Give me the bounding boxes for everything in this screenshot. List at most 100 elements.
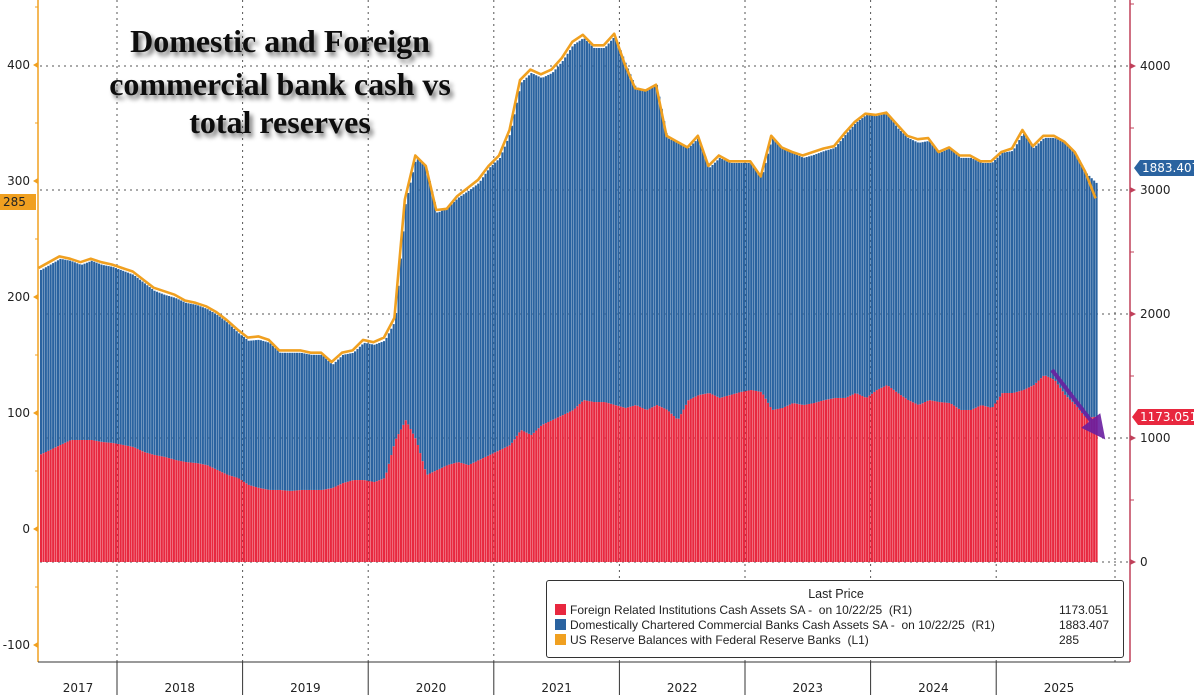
bar-foreign xyxy=(595,402,598,562)
bar-foreign xyxy=(825,399,828,562)
bar-foreign xyxy=(184,462,188,562)
bar-domestic xyxy=(639,89,642,407)
left-axis-tick xyxy=(33,410,38,416)
bar-domestic xyxy=(47,265,50,451)
legend-item-foreign: Foreign Related Institutions Cash Assets… xyxy=(555,602,1117,617)
bar-domestic xyxy=(769,144,772,408)
bar-domestic xyxy=(438,211,441,469)
bar-foreign xyxy=(1059,387,1062,562)
bar-domestic xyxy=(605,46,608,403)
bar-domestic xyxy=(713,162,716,396)
bar-domestic xyxy=(233,328,236,477)
bar-foreign xyxy=(426,474,429,562)
bar-foreign xyxy=(687,400,690,562)
bar-domestic xyxy=(943,150,946,403)
bar-foreign xyxy=(228,475,231,562)
bar-domestic xyxy=(636,88,639,406)
bar-foreign xyxy=(274,489,277,562)
bar-foreign xyxy=(192,462,195,562)
bar-domestic xyxy=(665,133,668,410)
right-foreign-value-badge: 1173.051 xyxy=(1132,409,1194,425)
bar-domestic xyxy=(440,210,444,468)
bar-foreign xyxy=(296,490,299,562)
bar-domestic xyxy=(897,128,900,394)
bar-foreign xyxy=(1071,401,1074,562)
bar-foreign xyxy=(892,389,895,562)
bar-foreign xyxy=(776,408,779,562)
bar-foreign xyxy=(544,423,547,562)
bar-foreign xyxy=(849,395,852,562)
bar-domestic xyxy=(612,37,615,405)
bar-domestic xyxy=(201,307,204,465)
bar-foreign xyxy=(126,445,130,562)
bar-foreign xyxy=(404,420,407,562)
bar-foreign xyxy=(950,404,953,562)
bar-domestic xyxy=(346,353,349,482)
bar-domestic xyxy=(585,40,588,401)
bar-domestic xyxy=(745,162,748,391)
bar-foreign xyxy=(677,418,680,562)
bar-domestic xyxy=(643,90,646,410)
bar-foreign xyxy=(868,395,871,562)
bar-domestic xyxy=(622,56,625,408)
bar-foreign xyxy=(346,481,349,562)
bar-foreign xyxy=(1068,399,1072,562)
left-last-value-badge: 285 xyxy=(0,194,36,210)
bar-domestic xyxy=(846,132,849,397)
bar-domestic xyxy=(895,125,898,392)
bar-foreign xyxy=(754,390,758,562)
bar-domestic xyxy=(431,191,434,473)
bar-foreign xyxy=(808,403,811,562)
bar-foreign xyxy=(651,407,654,562)
bar-foreign xyxy=(747,390,750,562)
bar-domestic xyxy=(817,153,820,402)
bar-foreign xyxy=(139,450,142,562)
bar-domestic xyxy=(704,156,707,394)
bar-foreign xyxy=(351,480,354,562)
bar-domestic xyxy=(904,135,907,399)
right-axis-label: 0 xyxy=(1140,555,1148,569)
bar-domestic xyxy=(411,172,415,434)
bar-domestic xyxy=(85,262,88,440)
bar-domestic xyxy=(716,160,719,397)
bar-domestic xyxy=(1088,175,1091,418)
bar-domestic xyxy=(907,137,910,400)
bar-domestic xyxy=(984,162,987,407)
bar-foreign xyxy=(501,448,504,562)
bar-domestic xyxy=(462,194,465,464)
bar-domestic xyxy=(844,135,847,398)
bar-domestic xyxy=(779,145,782,409)
bar-foreign xyxy=(455,462,458,562)
x-axis-year-label: 2024 xyxy=(918,681,949,695)
bar-foreign xyxy=(653,406,656,562)
bar-foreign xyxy=(175,460,178,562)
bar-domestic xyxy=(155,291,159,456)
bar-domestic xyxy=(1037,143,1040,381)
bar-domestic xyxy=(936,150,939,402)
bar-foreign xyxy=(1085,417,1088,562)
bar-foreign xyxy=(1054,380,1057,562)
bar-foreign xyxy=(945,402,948,562)
bar-foreign xyxy=(129,446,132,562)
bar-domestic xyxy=(467,190,470,466)
bar-foreign xyxy=(767,402,770,562)
bar-domestic xyxy=(325,358,328,490)
bar-domestic xyxy=(1008,151,1011,393)
bar-domestic xyxy=(262,340,265,489)
legend-value: 1883.407 xyxy=(1059,617,1110,632)
bar-domestic xyxy=(395,312,398,439)
bar-foreign xyxy=(491,453,494,562)
bar-domestic xyxy=(1049,137,1052,379)
bar-domestic xyxy=(310,354,313,490)
bar-foreign xyxy=(948,402,951,562)
bar-domestic xyxy=(404,204,407,421)
bar-foreign xyxy=(832,398,835,562)
bar-domestic xyxy=(742,162,745,392)
bar-domestic xyxy=(747,162,750,391)
bar-foreign xyxy=(81,439,84,562)
bar-foreign xyxy=(486,455,489,562)
bar-foreign xyxy=(107,442,110,562)
bar-domestic xyxy=(552,72,555,420)
bar-domestic xyxy=(856,121,859,394)
bar-domestic xyxy=(283,352,287,491)
